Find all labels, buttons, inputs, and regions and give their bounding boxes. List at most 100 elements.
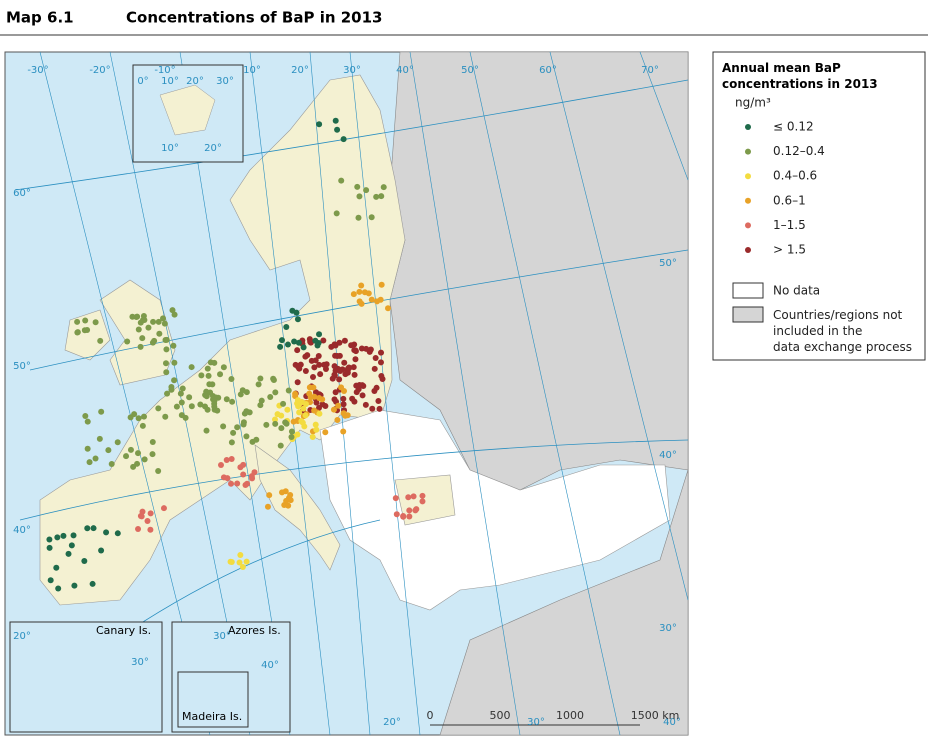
station	[234, 424, 241, 431]
station	[140, 317, 147, 324]
station	[344, 369, 351, 376]
graticule-label: 60°	[539, 65, 557, 76]
station	[171, 377, 178, 384]
station	[419, 492, 426, 499]
station	[322, 366, 329, 373]
station	[284, 406, 291, 413]
station	[163, 369, 170, 376]
station	[203, 427, 210, 434]
station	[278, 425, 285, 432]
station	[359, 392, 366, 399]
azores-label: Azores Is.	[228, 624, 281, 637]
legend-unit: ng/m³	[735, 96, 771, 110]
station	[340, 428, 347, 435]
station	[385, 305, 392, 312]
legend-dot	[745, 222, 751, 229]
station	[162, 413, 169, 420]
station	[313, 426, 320, 433]
station	[177, 390, 184, 397]
station	[310, 373, 317, 380]
station	[354, 183, 361, 190]
station	[291, 338, 298, 345]
station	[92, 455, 99, 462]
station	[320, 337, 327, 344]
station	[300, 344, 307, 351]
station	[145, 324, 152, 331]
station	[135, 450, 142, 457]
station	[306, 390, 313, 397]
station	[302, 400, 309, 407]
graticule-label: 60°	[13, 188, 31, 199]
station	[240, 471, 247, 478]
station	[89, 580, 96, 587]
station	[334, 126, 341, 133]
station	[71, 582, 78, 589]
station	[336, 339, 343, 346]
station	[301, 423, 308, 430]
station	[241, 410, 248, 417]
station	[74, 329, 81, 336]
station	[296, 409, 303, 416]
station	[103, 529, 110, 536]
station	[227, 558, 234, 565]
station	[171, 311, 178, 318]
station	[333, 210, 340, 217]
station	[147, 510, 154, 517]
station	[98, 547, 105, 554]
station	[285, 387, 292, 394]
station	[356, 193, 363, 200]
station	[139, 508, 146, 515]
station	[141, 456, 148, 463]
station	[373, 193, 380, 200]
station	[155, 467, 162, 474]
station	[306, 336, 313, 343]
legend-class-label: ≤ 0.12	[773, 120, 814, 134]
graticule-label: 70°	[641, 65, 659, 76]
station	[378, 373, 385, 380]
station	[92, 319, 99, 326]
station	[338, 384, 345, 391]
station	[319, 401, 326, 408]
station	[54, 534, 61, 541]
station	[108, 460, 115, 467]
station	[419, 498, 426, 505]
graticule-label: 30°	[659, 623, 677, 634]
station	[96, 435, 103, 442]
graticule-label: 50°	[13, 361, 31, 372]
station	[163, 346, 170, 353]
station	[350, 364, 357, 371]
station	[361, 289, 368, 296]
station	[406, 513, 413, 520]
station	[289, 307, 296, 314]
station	[274, 411, 281, 418]
station	[322, 429, 329, 436]
station	[135, 525, 142, 532]
station	[295, 364, 302, 371]
station	[349, 395, 356, 402]
station	[74, 318, 81, 325]
station	[90, 525, 97, 532]
station	[283, 324, 290, 331]
station	[278, 337, 285, 344]
station	[340, 401, 347, 408]
graticule-label: -20°	[89, 65, 110, 76]
canary-label: Canary Is.	[96, 624, 151, 637]
station	[406, 507, 413, 514]
station	[302, 412, 309, 419]
station	[288, 428, 295, 435]
station	[283, 497, 290, 504]
station	[139, 422, 146, 429]
station	[377, 359, 384, 366]
station	[244, 480, 251, 487]
station	[334, 416, 341, 423]
station	[272, 420, 279, 427]
station	[334, 352, 341, 359]
station	[178, 399, 185, 406]
station	[362, 401, 369, 408]
station	[86, 459, 93, 466]
scale-label: 0	[427, 709, 434, 722]
madeira-inset	[177, 671, 249, 728]
station	[356, 288, 363, 295]
station	[98, 408, 105, 415]
inset-graticule-label: 20°	[204, 143, 222, 154]
